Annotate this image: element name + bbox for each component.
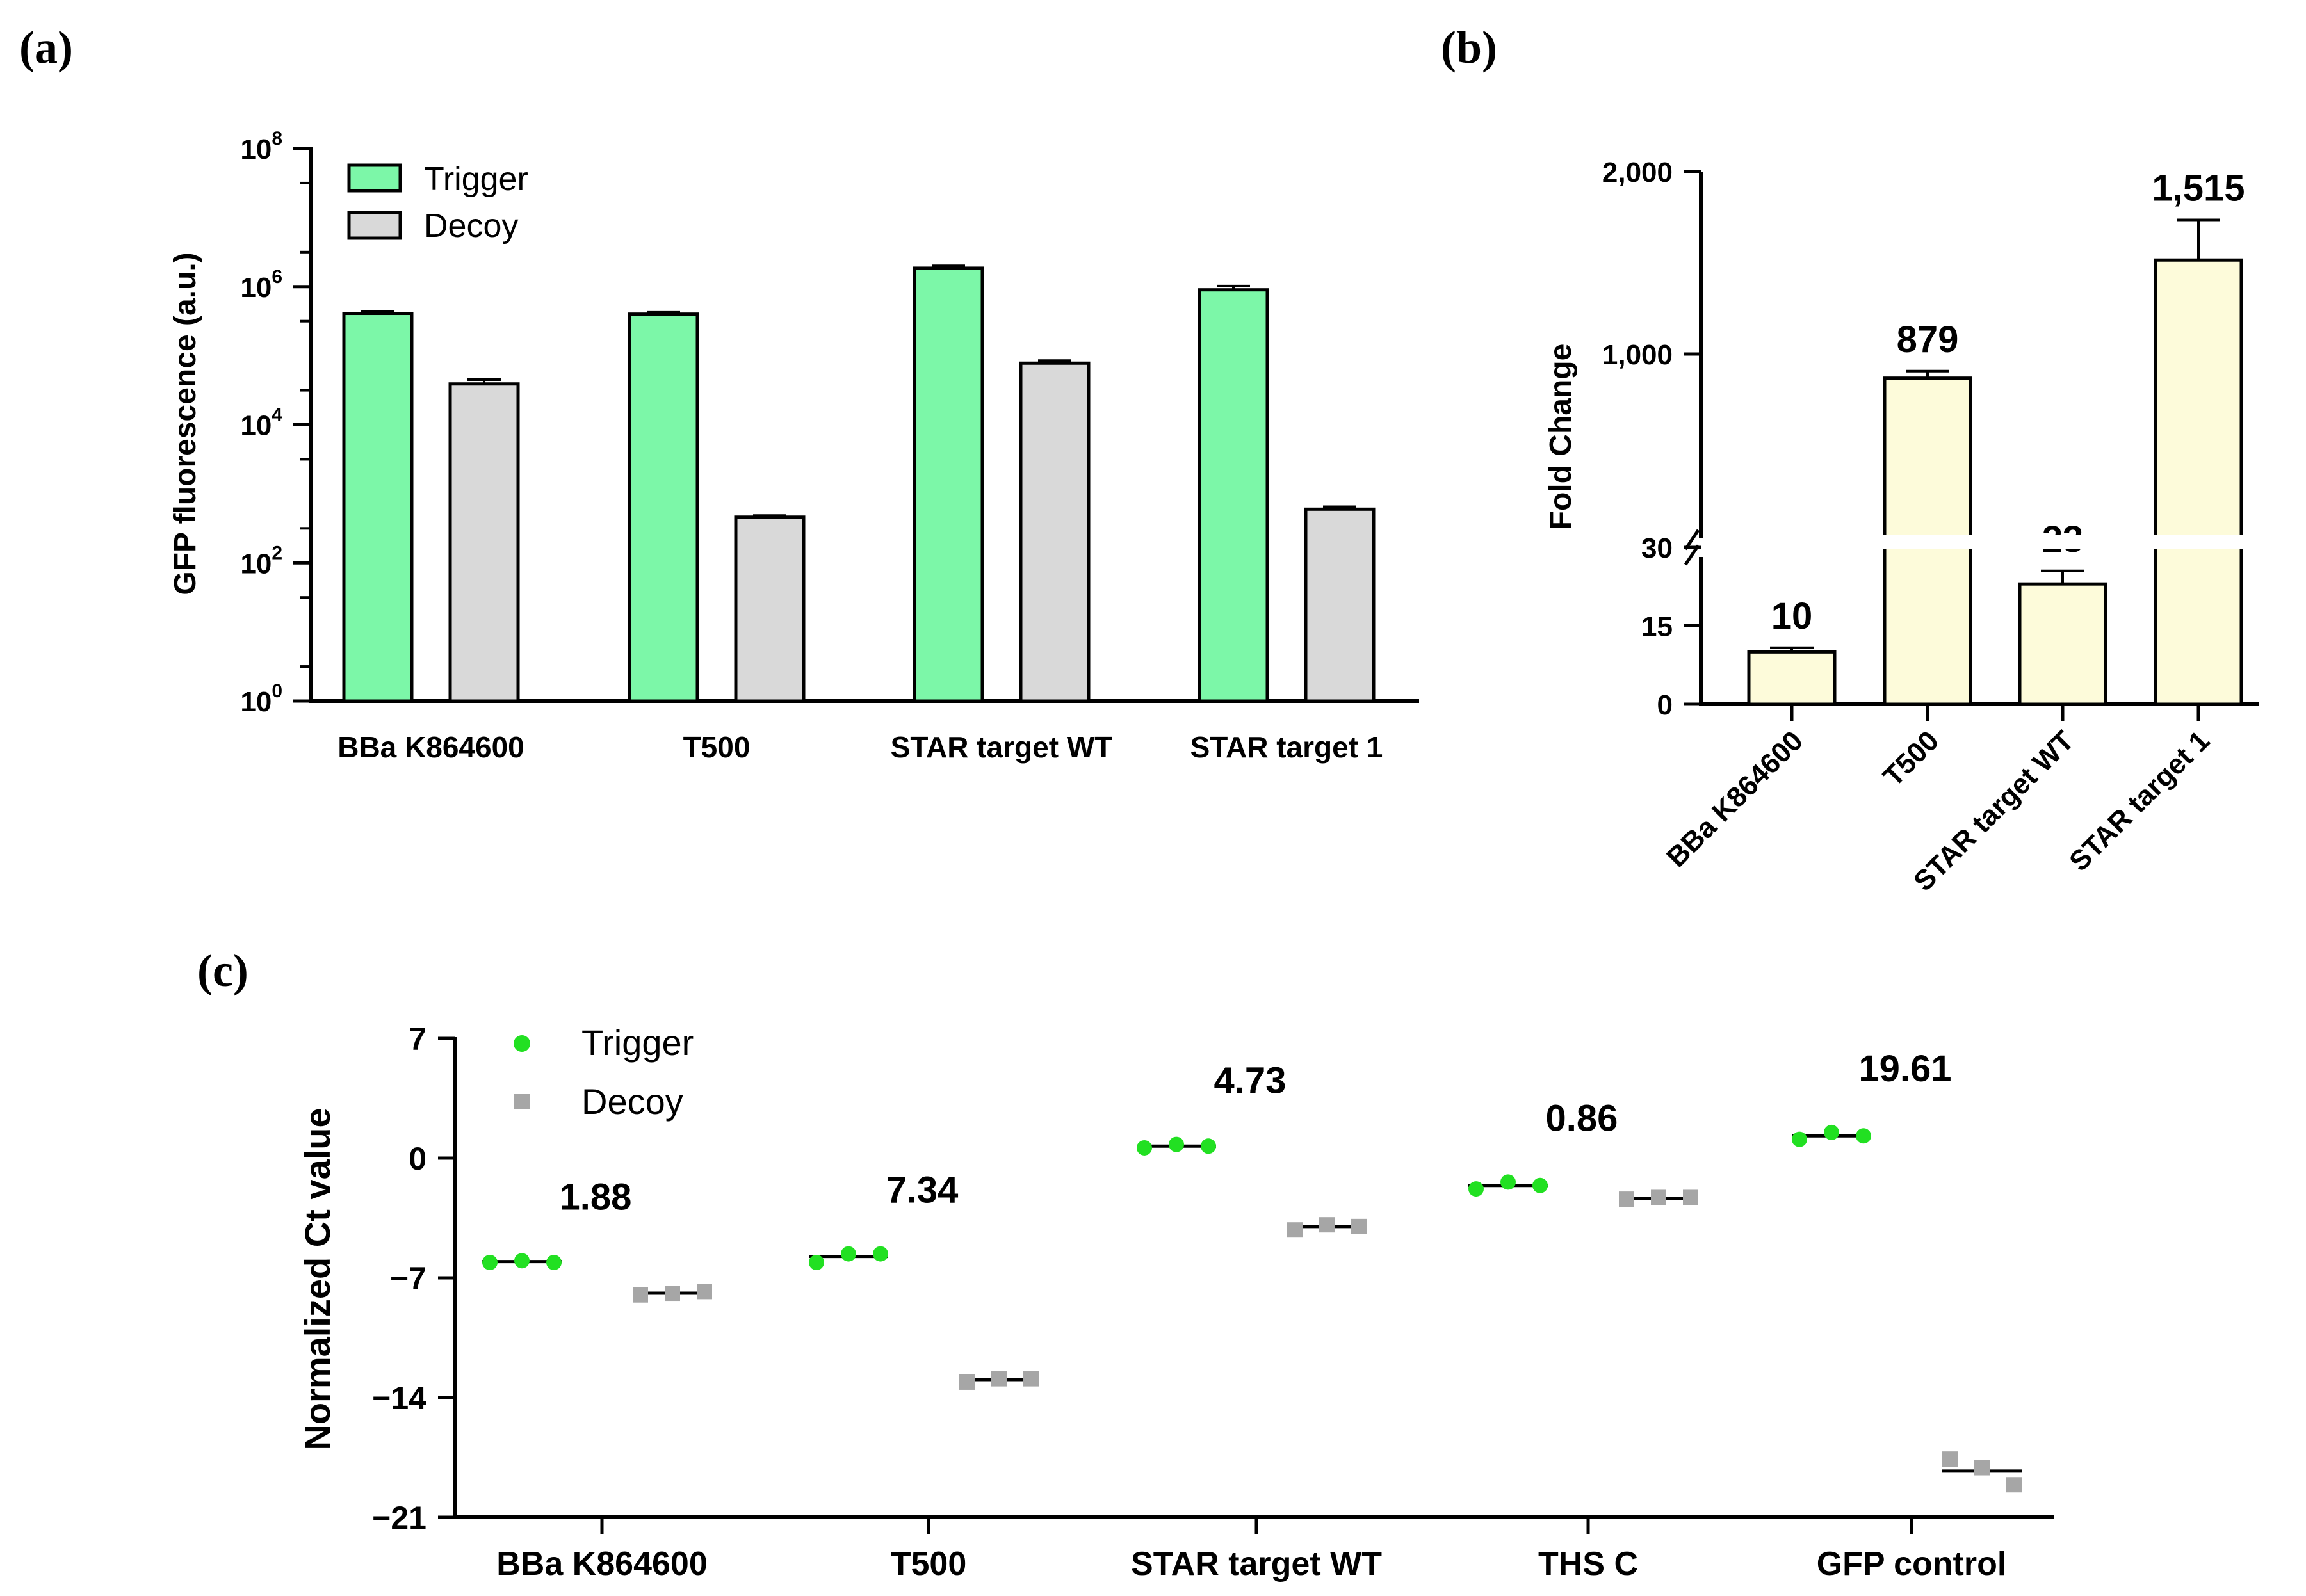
chart-a-x-tick-label: T500 <box>683 730 751 764</box>
chart-c-point-trigger <box>482 1254 498 1270</box>
chart-c-y-label: Normalized Ct value <box>297 1108 337 1450</box>
chart-b-break-band <box>1876 535 2261 549</box>
chart-c-data-label: 7.34 <box>886 1170 959 1211</box>
chart-b-data-label: 879 <box>1897 319 1959 360</box>
chart-a-y-tick-label: 102 <box>240 542 282 579</box>
chart-a-y-tick-label: 106 <box>240 266 282 303</box>
chart-b-data-label: 1,515 <box>2152 168 2245 209</box>
chart-c-point-trigger <box>1468 1181 1484 1197</box>
chart-c-point-decoy <box>959 1374 975 1390</box>
chart-c-x-tick-label: GFP control <box>1817 1545 2007 1583</box>
chart-c-y-tick-label: −7 <box>390 1261 426 1296</box>
chart-a-legend-trigger: Trigger <box>424 161 528 198</box>
chart-c-point-trigger <box>1137 1140 1152 1156</box>
chart-c-y-tick-label: −14 <box>372 1380 426 1416</box>
chart-a-legend-decoy: Decoy <box>424 207 518 245</box>
chart-c-data-label: 1.88 <box>560 1176 632 1218</box>
chart-c-point-decoy <box>1287 1222 1303 1238</box>
chart-a-x-tick-label: STAR target 1 <box>1190 730 1383 764</box>
chart-c-point-decoy <box>1351 1218 1367 1234</box>
chart-c-x-tick-label: BBa K864600 <box>496 1545 708 1583</box>
chart-c-point-trigger <box>514 1253 530 1269</box>
chart-b-data-label: 10 <box>1771 595 1813 637</box>
chart-c-legend-trigger: Trigger <box>581 1022 694 1063</box>
chart-b-bar <box>2154 258 2243 706</box>
chart-c-point-decoy <box>1651 1189 1666 1205</box>
chart-c-x-tick-label: STAR target WT <box>1131 1545 1382 1583</box>
chart-a-bar-trigger <box>1198 288 1269 703</box>
chart-c-point-decoy <box>1319 1217 1335 1233</box>
chart-c: Normalized Ct value 7 0 −7 −14 −21 1.88 7.34 4… <box>297 1021 2054 1583</box>
chart-c-point-decoy <box>1974 1460 1990 1476</box>
chart-a-y-tick-label: 104 <box>240 405 282 442</box>
chart-c-data-label: 0.86 <box>1546 1097 1618 1139</box>
panel-label-a: (a) <box>19 22 73 73</box>
chart-c-point-trigger <box>1169 1136 1184 1152</box>
chart-c-point-trigger <box>809 1254 824 1270</box>
chart-c-point-decoy <box>2006 1477 2022 1493</box>
chart-c-point-decoy <box>991 1371 1007 1387</box>
chart-c-data-label: 19.61 <box>1858 1048 1951 1090</box>
chart-b-y-tick-label: 30 <box>1641 533 1673 564</box>
chart-c-y-tick-label: 0 <box>409 1141 426 1177</box>
chart-b-x-tick-label: STAR target 1 <box>2063 725 2216 877</box>
panel-label-c: (c) <box>197 945 248 996</box>
chart-b-bar <box>1747 650 1837 706</box>
chart-c-point-decoy <box>697 1284 712 1300</box>
chart-c-point-decoy <box>665 1286 680 1302</box>
chart-c-point-trigger <box>1201 1138 1216 1154</box>
chart-c-point-decoy <box>1619 1191 1634 1207</box>
chart-c-x-tick-label: THS C <box>1538 1545 1638 1583</box>
chart-c-point-trigger <box>1824 1124 1839 1140</box>
chart-a-bar-decoy <box>1019 361 1091 703</box>
chart-b-x-tick-label: T500 <box>1878 725 1945 793</box>
chart-b-y-label: Fold Change <box>1544 344 1578 530</box>
chart-a-bar-trigger <box>913 266 984 703</box>
chart-c-point-trigger <box>841 1246 856 1262</box>
chart-c-y-tick-label: 7 <box>409 1021 426 1057</box>
chart-a-bar-decoy <box>734 515 806 703</box>
chart-b-x-tick-label: BBa K864600 <box>1660 725 1809 873</box>
chart-a-legend-trigger-swatch <box>347 163 402 193</box>
chart-b-y-tick-label: 2,000 <box>1602 157 1673 188</box>
chart-a-y-label: GFP fluorescence (a.u.) <box>168 252 202 595</box>
chart-c-point-trigger <box>1792 1131 1807 1147</box>
chart-b-y-tick-label: 0 <box>1657 689 1673 721</box>
chart-a-x-tick-label: BBa K864600 <box>337 730 524 764</box>
chart-c-legend-trigger-marker <box>514 1035 530 1052</box>
chart-a-y-tick-label: 100 <box>240 681 282 718</box>
chart-c-x-tick-label: T500 <box>891 1545 967 1583</box>
chart-c-point-trigger <box>546 1254 562 1270</box>
chart-a-bar-trigger <box>342 312 414 703</box>
chart-a: GFP fluorescence (a.u.) 100102104106108 … <box>168 128 1419 764</box>
chart-b-bar <box>2018 582 2107 706</box>
chart-c-point-trigger <box>873 1246 888 1262</box>
chart-c-data-label: 4.73 <box>1214 1060 1287 1102</box>
chart-c-legend-decoy: Decoy <box>581 1081 683 1122</box>
chart-c-point-decoy <box>633 1287 648 1303</box>
chart-a-x-tick-label: STAR target WT <box>891 730 1113 764</box>
chart-c-y-tick-label: −21 <box>372 1500 426 1536</box>
chart-b-y-tick-label: 15 <box>1641 611 1673 643</box>
chart-c-point-decoy <box>1942 1451 1958 1467</box>
chart-a-y-tick-label: 108 <box>240 128 282 165</box>
chart-c-point-trigger <box>1856 1128 1871 1144</box>
chart-c-point-trigger <box>1500 1174 1516 1190</box>
chart-b-y-tick-label: 1,000 <box>1602 339 1673 371</box>
chart-c-point-trigger <box>1532 1177 1548 1193</box>
chart-c-legend-decoy-marker <box>514 1094 530 1109</box>
panel-label-b: (b) <box>1441 22 1497 73</box>
chart-a-bar-decoy <box>1304 507 1376 703</box>
chart-a-legend-decoy-swatch <box>347 211 402 240</box>
chart-c-point-decoy <box>1683 1189 1698 1205</box>
chart-a-bar-trigger <box>628 312 699 703</box>
chart-c-point-decoy <box>1023 1371 1039 1387</box>
chart-a-bar-decoy <box>448 382 520 703</box>
